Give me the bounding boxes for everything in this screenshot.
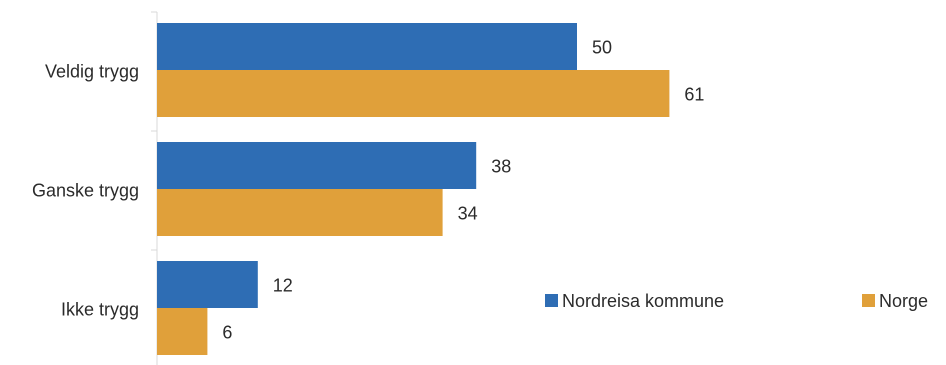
legend-label: Norge (879, 291, 928, 311)
legend-swatch (862, 294, 875, 307)
data-label: 38 (491, 157, 511, 177)
bars-layer (157, 23, 670, 355)
axis-layer (151, 11, 158, 365)
bar-nordreisa (157, 261, 258, 308)
bar-norge (157, 308, 208, 355)
data-label: 12 (273, 276, 293, 296)
category-label: Veldig trygg (45, 62, 139, 82)
data-label: 50 (592, 38, 612, 58)
bar-norge (157, 70, 670, 117)
category-label: Ikke trygg (61, 300, 139, 320)
legend-swatch (545, 294, 558, 307)
labels-layer: Veldig trygg 50 61 Ganske trygg 38 34 Ikke try… (32, 38, 704, 343)
data-label: 34 (458, 204, 478, 224)
data-label: 6 (222, 323, 232, 343)
category-label: Ganske trygg (32, 181, 139, 201)
data-label: 61 (684, 85, 704, 105)
legend: Nordreisa kommune Norge (545, 291, 928, 311)
bar-norge (157, 189, 443, 236)
bar-nordreisa (157, 142, 477, 189)
bar-nordreisa (157, 23, 577, 70)
legend-label: Nordreisa kommune (562, 291, 724, 311)
